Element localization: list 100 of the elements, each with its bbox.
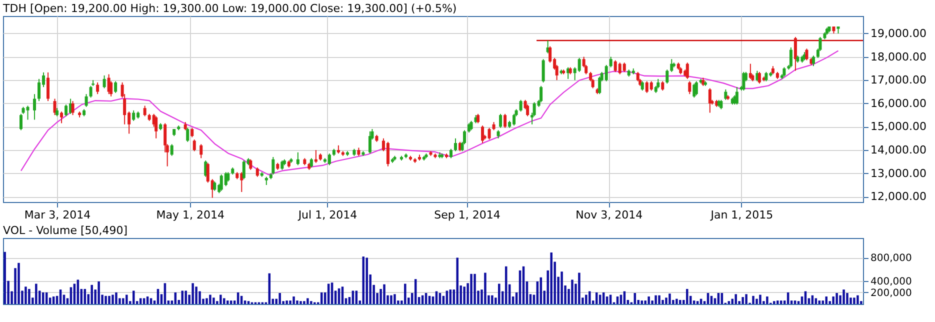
bar (658, 295, 660, 304)
candlestick (504, 113, 507, 128)
bar (383, 284, 386, 304)
candlestick (96, 82, 100, 95)
bar (192, 283, 194, 304)
candlestick (742, 71, 746, 92)
bar (734, 294, 737, 304)
bar (150, 298, 152, 304)
candlestick (640, 80, 644, 92)
bar (292, 296, 295, 304)
bar (35, 284, 38, 304)
candlestick (470, 120, 473, 131)
candlestick (609, 56, 612, 68)
bar (195, 286, 198, 304)
candlestick (526, 104, 530, 117)
candlestick (170, 144, 174, 156)
candlestick (650, 80, 653, 92)
candlestick (694, 80, 698, 96)
bar (578, 272, 580, 304)
bar (404, 284, 406, 304)
candlestick (656, 78, 660, 89)
bar (286, 300, 288, 304)
candlestick (60, 111, 64, 124)
bar (598, 294, 602, 304)
candlestick (782, 66, 786, 78)
y-tick-label: 800,000 (870, 253, 912, 264)
candlestick (598, 76, 602, 95)
candlestick (20, 113, 23, 131)
bar (206, 298, 208, 304)
bar (846, 293, 848, 304)
bar (588, 291, 591, 304)
bar (142, 298, 146, 304)
bar (780, 300, 782, 304)
candlestick (604, 64, 608, 82)
y-tick-label: 200,000 (870, 288, 912, 299)
bar (491, 295, 494, 304)
bar (756, 298, 758, 304)
bar (766, 296, 768, 304)
bar (814, 298, 818, 304)
x-tick-label: Sep 1, 2014 (434, 208, 500, 222)
bar (640, 300, 643, 304)
bar (310, 301, 312, 304)
y-tick-label: 19,000.00 (870, 26, 926, 40)
candlestick (213, 180, 216, 192)
bar (247, 301, 250, 304)
bar (108, 296, 110, 304)
bar (752, 296, 754, 304)
candlestick (190, 127, 194, 138)
y-tick-label: 12,000.00 (870, 190, 926, 204)
candlestick (200, 144, 203, 159)
bar (679, 300, 682, 304)
bar (842, 290, 845, 304)
candlestick (454, 138, 458, 152)
candlestick (192, 139, 196, 152)
candlestick (540, 85, 543, 103)
bar (24, 286, 27, 304)
bar (303, 301, 306, 304)
candlestick (636, 71, 640, 82)
bar (676, 298, 678, 304)
candlestick (46, 72, 50, 102)
bar (550, 252, 552, 304)
bar (4, 252, 6, 304)
bar (571, 280, 574, 304)
y-tick-label: 18,000.00 (870, 50, 926, 64)
chart-title: VOL - Volume [50,490] (3, 224, 128, 237)
candlestick (132, 110, 136, 122)
candlestick (720, 99, 723, 110)
candlestick (666, 69, 669, 84)
bar (184, 290, 187, 304)
candlestick (368, 130, 372, 154)
candlestick (310, 158, 313, 168)
chart-title: TDH [Open: 19,200.00 High: 19,300.00 Low: 19,000.00 Close: 19,300.00] (+0.5%) (2, 2, 457, 15)
bar (112, 294, 114, 304)
x-tick-label: May 1, 2014 (156, 208, 224, 222)
bar (470, 274, 472, 304)
bar (668, 294, 671, 304)
candlestick (499, 113, 502, 128)
bar (296, 300, 298, 304)
bar (560, 272, 563, 304)
x-tick-label: Nov 3, 2014 (576, 208, 643, 222)
candlestick (519, 99, 522, 112)
bar (132, 290, 135, 304)
bar (380, 288, 382, 304)
candlestick (102, 74, 106, 89)
candlestick (26, 105, 30, 120)
candlestick (488, 127, 491, 140)
candlestick (805, 48, 808, 61)
bar (463, 286, 466, 304)
bar (484, 272, 486, 304)
candlestick (84, 94, 88, 108)
candlestick (386, 141, 390, 167)
y-tick-label: 13,000.00 (870, 166, 926, 180)
candlestick (758, 71, 761, 84)
bar (212, 298, 215, 304)
bar (474, 274, 476, 304)
bar (585, 294, 588, 304)
bar (126, 294, 128, 304)
candlestick (688, 80, 692, 95)
bar (230, 300, 232, 304)
line-series (20, 50, 839, 176)
